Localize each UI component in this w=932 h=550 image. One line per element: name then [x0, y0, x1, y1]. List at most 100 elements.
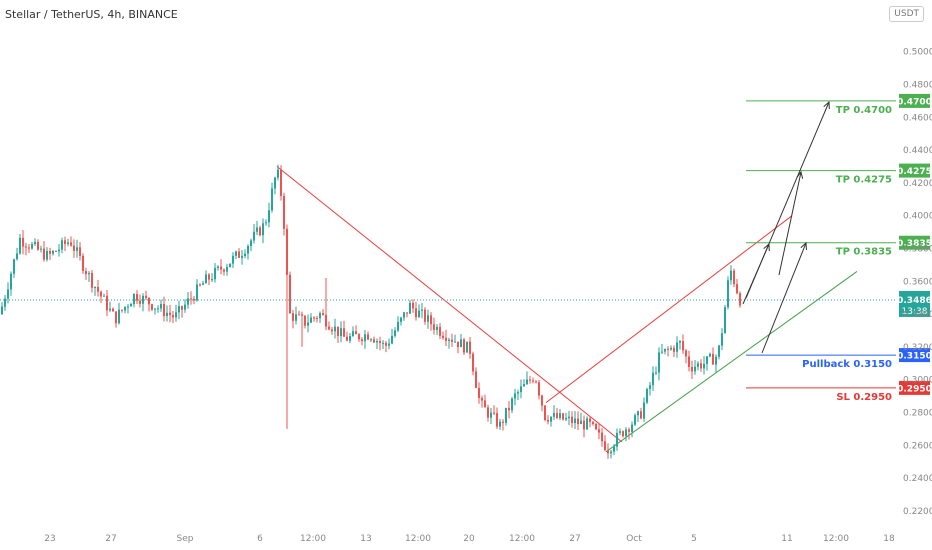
y-tick-label: 0.3800 — [903, 244, 932, 254]
candle-body — [676, 342, 678, 352]
candle-body — [340, 328, 342, 337]
candle-body — [124, 306, 126, 311]
candle-body — [574, 418, 576, 424]
candle-body — [181, 306, 183, 310]
candle-body — [331, 329, 333, 332]
candle-body — [307, 322, 309, 326]
candle-body — [445, 337, 447, 341]
candle-body — [646, 389, 648, 403]
candle-body — [721, 333, 723, 346]
candle-body — [553, 413, 555, 417]
tp2-badge-text: 0.4275 — [897, 167, 932, 177]
candle-body — [670, 347, 672, 350]
arrow-head — [796, 170, 804, 179]
candle-body — [316, 317, 318, 319]
candle-body — [481, 398, 483, 401]
candle-body — [55, 250, 57, 252]
candle-body — [613, 446, 615, 452]
candle-body — [565, 418, 567, 420]
y-tick-label: 0.4400 — [903, 146, 932, 156]
x-tick-label: 12:00 — [823, 534, 849, 544]
candle-body — [205, 274, 207, 284]
last-price-value: 0.3486 — [897, 296, 932, 306]
candle-body — [151, 304, 153, 310]
currency-button[interactable]: USDT — [889, 6, 924, 22]
x-tick-label: 11 — [781, 534, 792, 544]
y-tick-label: 0.5000 — [903, 48, 932, 58]
candle-body — [649, 385, 651, 390]
candle-body — [214, 267, 216, 280]
candle-body — [376, 341, 378, 343]
y-tick-label: 0.4600 — [903, 113, 932, 123]
candle-body — [682, 341, 684, 351]
candle-body — [436, 326, 438, 330]
candle-body — [688, 356, 690, 367]
candle-body — [706, 356, 708, 364]
candle-body — [382, 342, 384, 344]
candle-body — [424, 309, 426, 322]
candle-body — [700, 363, 702, 369]
candle-body — [328, 326, 330, 330]
candle-body — [451, 339, 453, 342]
pullback-label: Pullback 0.3150 — [802, 359, 892, 370]
candle-body — [709, 353, 711, 357]
candle-body — [529, 379, 531, 381]
candle-body — [628, 429, 630, 432]
candle-body — [490, 412, 492, 418]
candle-body — [568, 416, 570, 419]
candle-body — [40, 248, 42, 250]
y-tick-label: 0.2200 — [903, 507, 932, 517]
candle-body — [118, 309, 120, 324]
x-tick-label: 12:00 — [300, 534, 326, 544]
projection-arrow — [761, 242, 807, 354]
candle-body — [94, 286, 96, 288]
candle-body — [73, 245, 75, 251]
x-tick-label: 12:00 — [509, 534, 535, 544]
red-trendline-down — [276, 166, 623, 443]
candle-body — [526, 379, 528, 385]
candle-body — [592, 421, 594, 424]
candle-body — [478, 387, 480, 399]
candle-body — [523, 384, 525, 387]
candle-body — [697, 363, 699, 367]
candle-body — [517, 392, 519, 394]
candle-body — [301, 314, 303, 316]
y-tick-label: 0.4000 — [903, 212, 932, 222]
candle-body — [142, 295, 144, 304]
candle-body — [166, 312, 168, 317]
candle-body — [619, 431, 621, 433]
candle-body — [76, 247, 78, 251]
candle-body — [616, 432, 618, 447]
candle-body — [589, 418, 591, 422]
candle-body — [406, 312, 408, 314]
candle-body — [655, 372, 657, 374]
candle-body — [34, 241, 36, 245]
candle-body — [691, 366, 693, 372]
candle-body — [694, 366, 696, 372]
candle-body — [91, 273, 93, 288]
x-tick-label: 18 — [883, 534, 895, 544]
candle-body — [67, 242, 69, 245]
candle-body — [310, 317, 312, 323]
tp3-label: TP 0.4700 — [836, 105, 892, 116]
candle-body — [403, 312, 405, 318]
candle-body — [388, 343, 390, 346]
candle-body — [487, 407, 489, 418]
candle-body — [235, 251, 237, 256]
candle-body — [343, 328, 345, 337]
tp3-badge — [899, 93, 930, 108]
sl-badge-text: 0.2950 — [897, 384, 932, 394]
candle-body — [160, 303, 162, 309]
x-tick-label: Oct — [626, 534, 642, 544]
candle-body — [178, 306, 180, 313]
candle-body — [244, 253, 246, 256]
candle-body — [718, 345, 720, 357]
x-tick-label: 13 — [360, 534, 371, 544]
x-tick-label: 5 — [691, 534, 697, 544]
candle-body — [136, 294, 138, 301]
candle-body — [88, 273, 90, 275]
pullback-badge — [899, 348, 930, 363]
candle-body — [232, 255, 234, 264]
candle-body — [484, 400, 486, 408]
